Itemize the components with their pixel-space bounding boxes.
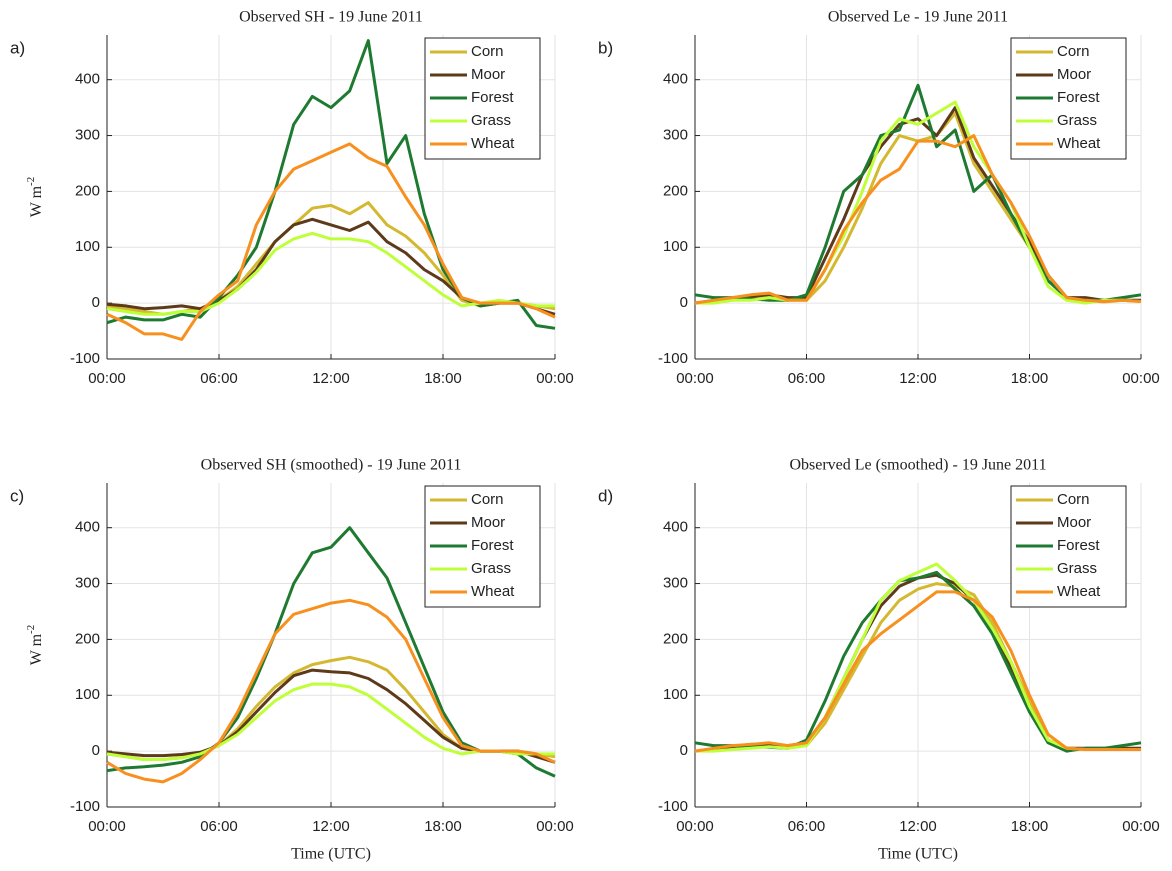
x-tick-label: 12:00	[312, 370, 350, 387]
series-line	[106, 598, 556, 784]
y-tick-label: 100	[75, 686, 100, 703]
y-tick-label: -100	[658, 350, 688, 367]
legend-label: Grass	[471, 112, 511, 129]
y-tick-label: 100	[663, 238, 688, 255]
y-tick-label: -100	[70, 798, 100, 815]
legend-label: Moor	[471, 66, 505, 83]
x-tick-label: 00:00	[1122, 370, 1160, 387]
legend-label: Wheat	[471, 583, 515, 600]
chart-title: Observed Le (smoothed) - 19 June 2011	[789, 457, 1046, 474]
y-tick-label: 0	[92, 294, 100, 311]
legend-label: Corn	[471, 43, 504, 60]
y-tick-label: 400	[75, 519, 100, 536]
y-axis-label-sup: -2	[25, 177, 37, 186]
y-tick-label: 300	[663, 127, 688, 144]
y-tick-label: 400	[663, 519, 688, 536]
y-tick-label: 300	[75, 127, 100, 144]
chart-title: Observed SH (smoothed) - 19 June 2011	[201, 457, 462, 474]
series-line	[695, 100, 1142, 305]
x-tick-label: 00:00	[1122, 818, 1160, 835]
y-tick-label: 300	[663, 575, 688, 592]
x-tick-label: 12:00	[899, 818, 937, 835]
legend-label: Corn	[1057, 491, 1090, 508]
y-tick-label: 200	[75, 182, 100, 199]
series-line	[106, 142, 556, 341]
x-tick-label: 18:00	[1011, 370, 1049, 387]
x-tick-label: 00:00	[88, 370, 126, 387]
legend-label: Corn	[471, 491, 504, 508]
y-tick-label: -100	[658, 798, 688, 815]
y-tick-label: 100	[75, 238, 100, 255]
panel-label: b)	[598, 38, 613, 57]
x-tick-label: 06:00	[200, 370, 238, 387]
x-tick-label: 00:00	[676, 818, 714, 835]
x-tick-label: 06:00	[788, 818, 826, 835]
legend-label: Grass	[1057, 112, 1097, 129]
legend-label: Moor	[1057, 514, 1091, 531]
legend-label: Corn	[1057, 43, 1090, 60]
legend-label: Wheat	[1057, 583, 1101, 600]
y-axis-label-text: W m	[28, 633, 45, 665]
y-tick-label: 0	[92, 742, 100, 759]
panel-label: d)	[598, 486, 613, 505]
x-axis-label: Time (UTC)	[291, 846, 371, 863]
x-tick-label: 00:00	[536, 818, 574, 835]
y-tick-label: 200	[663, 630, 688, 647]
y-tick-label: 100	[663, 686, 688, 703]
panel-label: a)	[10, 38, 25, 57]
y-axis-label: W m-2	[25, 625, 45, 665]
series-line	[694, 590, 1141, 753]
y-tick-label: -100	[70, 350, 100, 367]
chart-title: Observed Le - 19 June 2011	[828, 9, 1008, 26]
x-tick-label: 00:00	[88, 818, 126, 835]
y-tick-label: 300	[75, 575, 100, 592]
chart-title: Observed SH - 19 June 2011	[239, 9, 423, 26]
x-tick-label: 12:00	[899, 370, 937, 387]
x-tick-label: 00:00	[676, 370, 714, 387]
y-tick-label: 400	[75, 71, 100, 88]
x-tick-label: 12:00	[312, 818, 350, 835]
series-line	[694, 134, 1142, 305]
y-axis-label-sup: -2	[25, 625, 37, 634]
y-tick-label: 200	[75, 630, 100, 647]
y-tick-label: 200	[663, 182, 688, 199]
y-tick-label: 0	[680, 294, 688, 311]
x-tick-label: 18:00	[424, 818, 462, 835]
y-tick-label: 0	[680, 742, 688, 759]
legend-label: Grass	[471, 560, 511, 577]
legend-label: Forest	[1057, 537, 1100, 554]
legend-label: Forest	[471, 89, 514, 106]
legend-label: Moor	[1057, 66, 1091, 83]
legend-label: Forest	[471, 537, 514, 554]
panel-label: c)	[10, 486, 24, 505]
y-axis-label-text: W m	[28, 185, 45, 217]
x-tick-label: 18:00	[424, 370, 462, 387]
x-tick-label: 06:00	[788, 370, 826, 387]
x-tick-label: 18:00	[1011, 818, 1049, 835]
y-axis-label: W m-2	[25, 177, 45, 217]
legend-label: Wheat	[1057, 135, 1101, 152]
x-axis-label: Time (UTC)	[878, 846, 958, 863]
legend-label: Forest	[1057, 89, 1100, 106]
series-line	[106, 39, 556, 330]
legend-label: Wheat	[471, 135, 515, 152]
legend-label: Moor	[471, 514, 505, 531]
legend-label: Grass	[1057, 560, 1097, 577]
y-tick-label: 400	[663, 71, 688, 88]
x-tick-label: 06:00	[200, 818, 238, 835]
x-tick-label: 00:00	[536, 370, 574, 387]
